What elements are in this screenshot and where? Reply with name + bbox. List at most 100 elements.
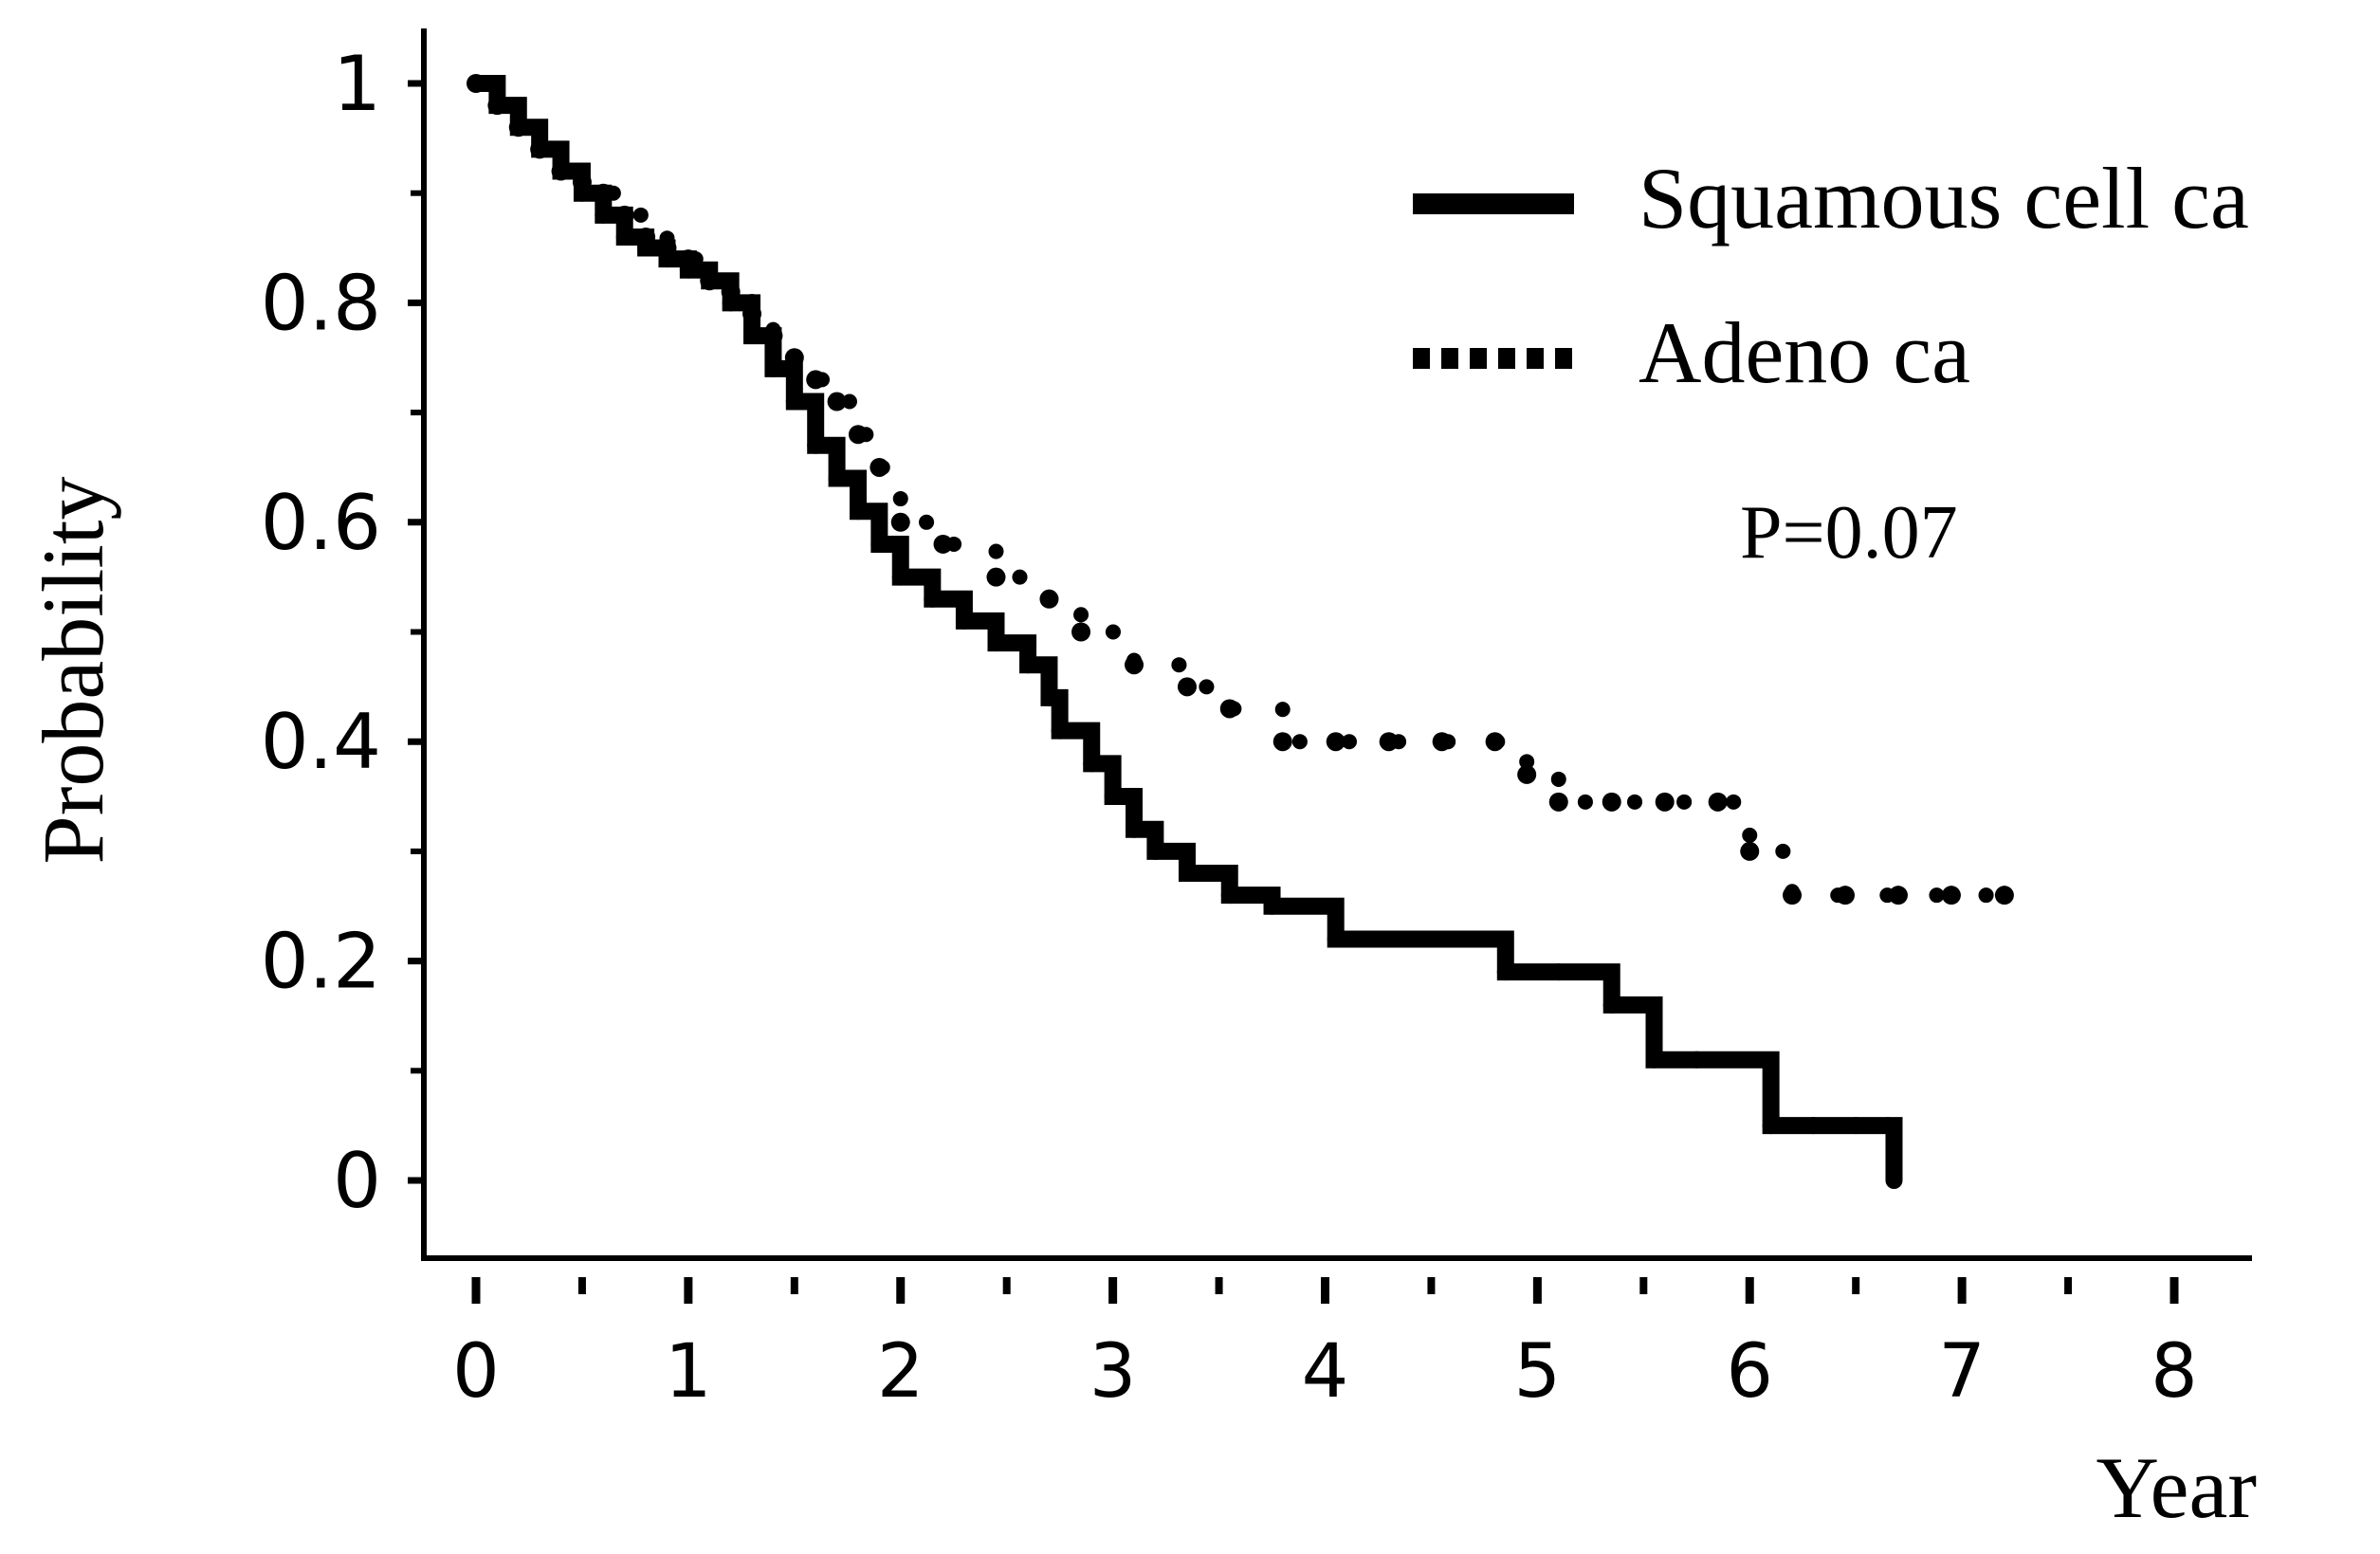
data-point: [870, 535, 888, 553]
data-point: [1083, 755, 1101, 773]
data-point: [890, 512, 910, 532]
data-point: [1708, 792, 1728, 812]
data-point: [1835, 886, 1855, 905]
survival-curve-dotted: [468, 76, 2012, 904]
legend-label-adeno: Adeno ca: [1639, 304, 1970, 401]
data-point: [595, 206, 613, 224]
data-point: [870, 457, 889, 477]
survival-curve-solid: [476, 75, 1903, 1180]
data-point: [1051, 722, 1069, 740]
data-point: [487, 96, 507, 116]
data-point: [764, 359, 782, 377]
x-tick-label: 5: [1514, 1329, 1562, 1415]
p-value-annotation: P=0.07: [1740, 491, 1958, 575]
data-point: [1549, 963, 1567, 981]
data-point: [1104, 788, 1122, 806]
legend-label-squamous: Squamous cell ca: [1639, 150, 2249, 247]
y-tick-label: 0.6: [261, 479, 381, 567]
data-point: [1220, 887, 1238, 905]
data-point: [1548, 792, 1568, 812]
data-point: [1178, 865, 1196, 883]
data-point: [1126, 820, 1144, 838]
x-tick-label: 8: [2151, 1329, 2198, 1415]
data-point: [827, 392, 847, 411]
y-tick-label: 0.4: [261, 698, 381, 786]
data-point: [614, 205, 634, 225]
data-point: [1645, 1051, 1663, 1069]
data-point: [1994, 886, 2014, 905]
data-point: [1327, 930, 1345, 948]
data-point: [891, 568, 909, 586]
data-point: [933, 534, 953, 554]
axes: 0 0.2 0.4 0.6 0.8 1 0 1 2 3 4 5 6 7 8: [261, 28, 2252, 1415]
x-tick-label: 2: [877, 1329, 925, 1415]
data-point: [924, 590, 942, 608]
data-point: [807, 436, 825, 454]
data-point: [1847, 1117, 1865, 1135]
x-tick-label: 0: [452, 1329, 500, 1415]
data-point: [1602, 996, 1620, 1014]
series-adeno: [467, 74, 2014, 905]
x-tick-label: 4: [1302, 1329, 1349, 1415]
data-point: [700, 271, 720, 291]
data-point: [987, 634, 1005, 652]
data-point: [678, 249, 698, 269]
data-point: [1762, 1117, 1780, 1135]
data-point: [784, 348, 804, 368]
data-point: [1177, 677, 1197, 697]
data-point: [530, 139, 550, 159]
data-point: [806, 370, 826, 390]
data-point: [594, 183, 613, 203]
data-point: [1040, 688, 1058, 706]
y-tick-label: 0: [333, 1137, 381, 1225]
data-point: [1888, 886, 1908, 905]
x-tick-label: 3: [1089, 1329, 1137, 1415]
x-tick-label: 1: [665, 1329, 712, 1415]
data-point: [986, 567, 1006, 587]
y-tick-label: 0.8: [261, 259, 381, 347]
data-point: [1496, 963, 1514, 981]
y-tick-label: 1: [333, 40, 381, 128]
data-point: [1039, 589, 1059, 609]
data-point: [1219, 699, 1239, 719]
y-tick-label: 0.2: [261, 918, 381, 1006]
data-point: [828, 469, 846, 487]
data-point: [721, 282, 741, 302]
data-point: [1422, 930, 1440, 948]
data-point: [1885, 1172, 1903, 1189]
data-point: [657, 238, 677, 258]
series-layer: [467, 74, 2014, 1189]
data-point: [742, 303, 762, 323]
data-point: [1941, 886, 1961, 905]
data-point: [508, 118, 528, 137]
x-axis-label: Year: [2096, 1439, 2257, 1536]
data-point: [785, 393, 803, 411]
y-axis-label: Probability: [25, 477, 121, 865]
data-point: [1688, 1051, 1706, 1069]
series-squamous: [467, 75, 1903, 1189]
legend: Squamous cell ca Adeno ca: [1413, 150, 2249, 401]
data-point: [636, 227, 656, 247]
data-point: [467, 74, 485, 93]
data-point: [1602, 792, 1621, 812]
data-point: [1379, 732, 1399, 752]
data-point: [1485, 732, 1505, 752]
data-point: [849, 503, 867, 521]
data-point: [848, 425, 868, 445]
data-point: [1263, 897, 1281, 915]
data-point: [1019, 656, 1037, 674]
data-point: [1071, 622, 1091, 642]
data-point: [763, 326, 783, 346]
data-point: [1804, 1117, 1822, 1135]
data-point: [1655, 792, 1675, 812]
data-point: [551, 161, 571, 181]
data-point: [1783, 886, 1803, 905]
data-point: [1326, 732, 1346, 752]
data-point: [1517, 764, 1537, 784]
data-point: [1740, 841, 1760, 861]
data-point: [1432, 732, 1452, 752]
data-point: [615, 228, 633, 246]
data-point: [1272, 732, 1292, 752]
